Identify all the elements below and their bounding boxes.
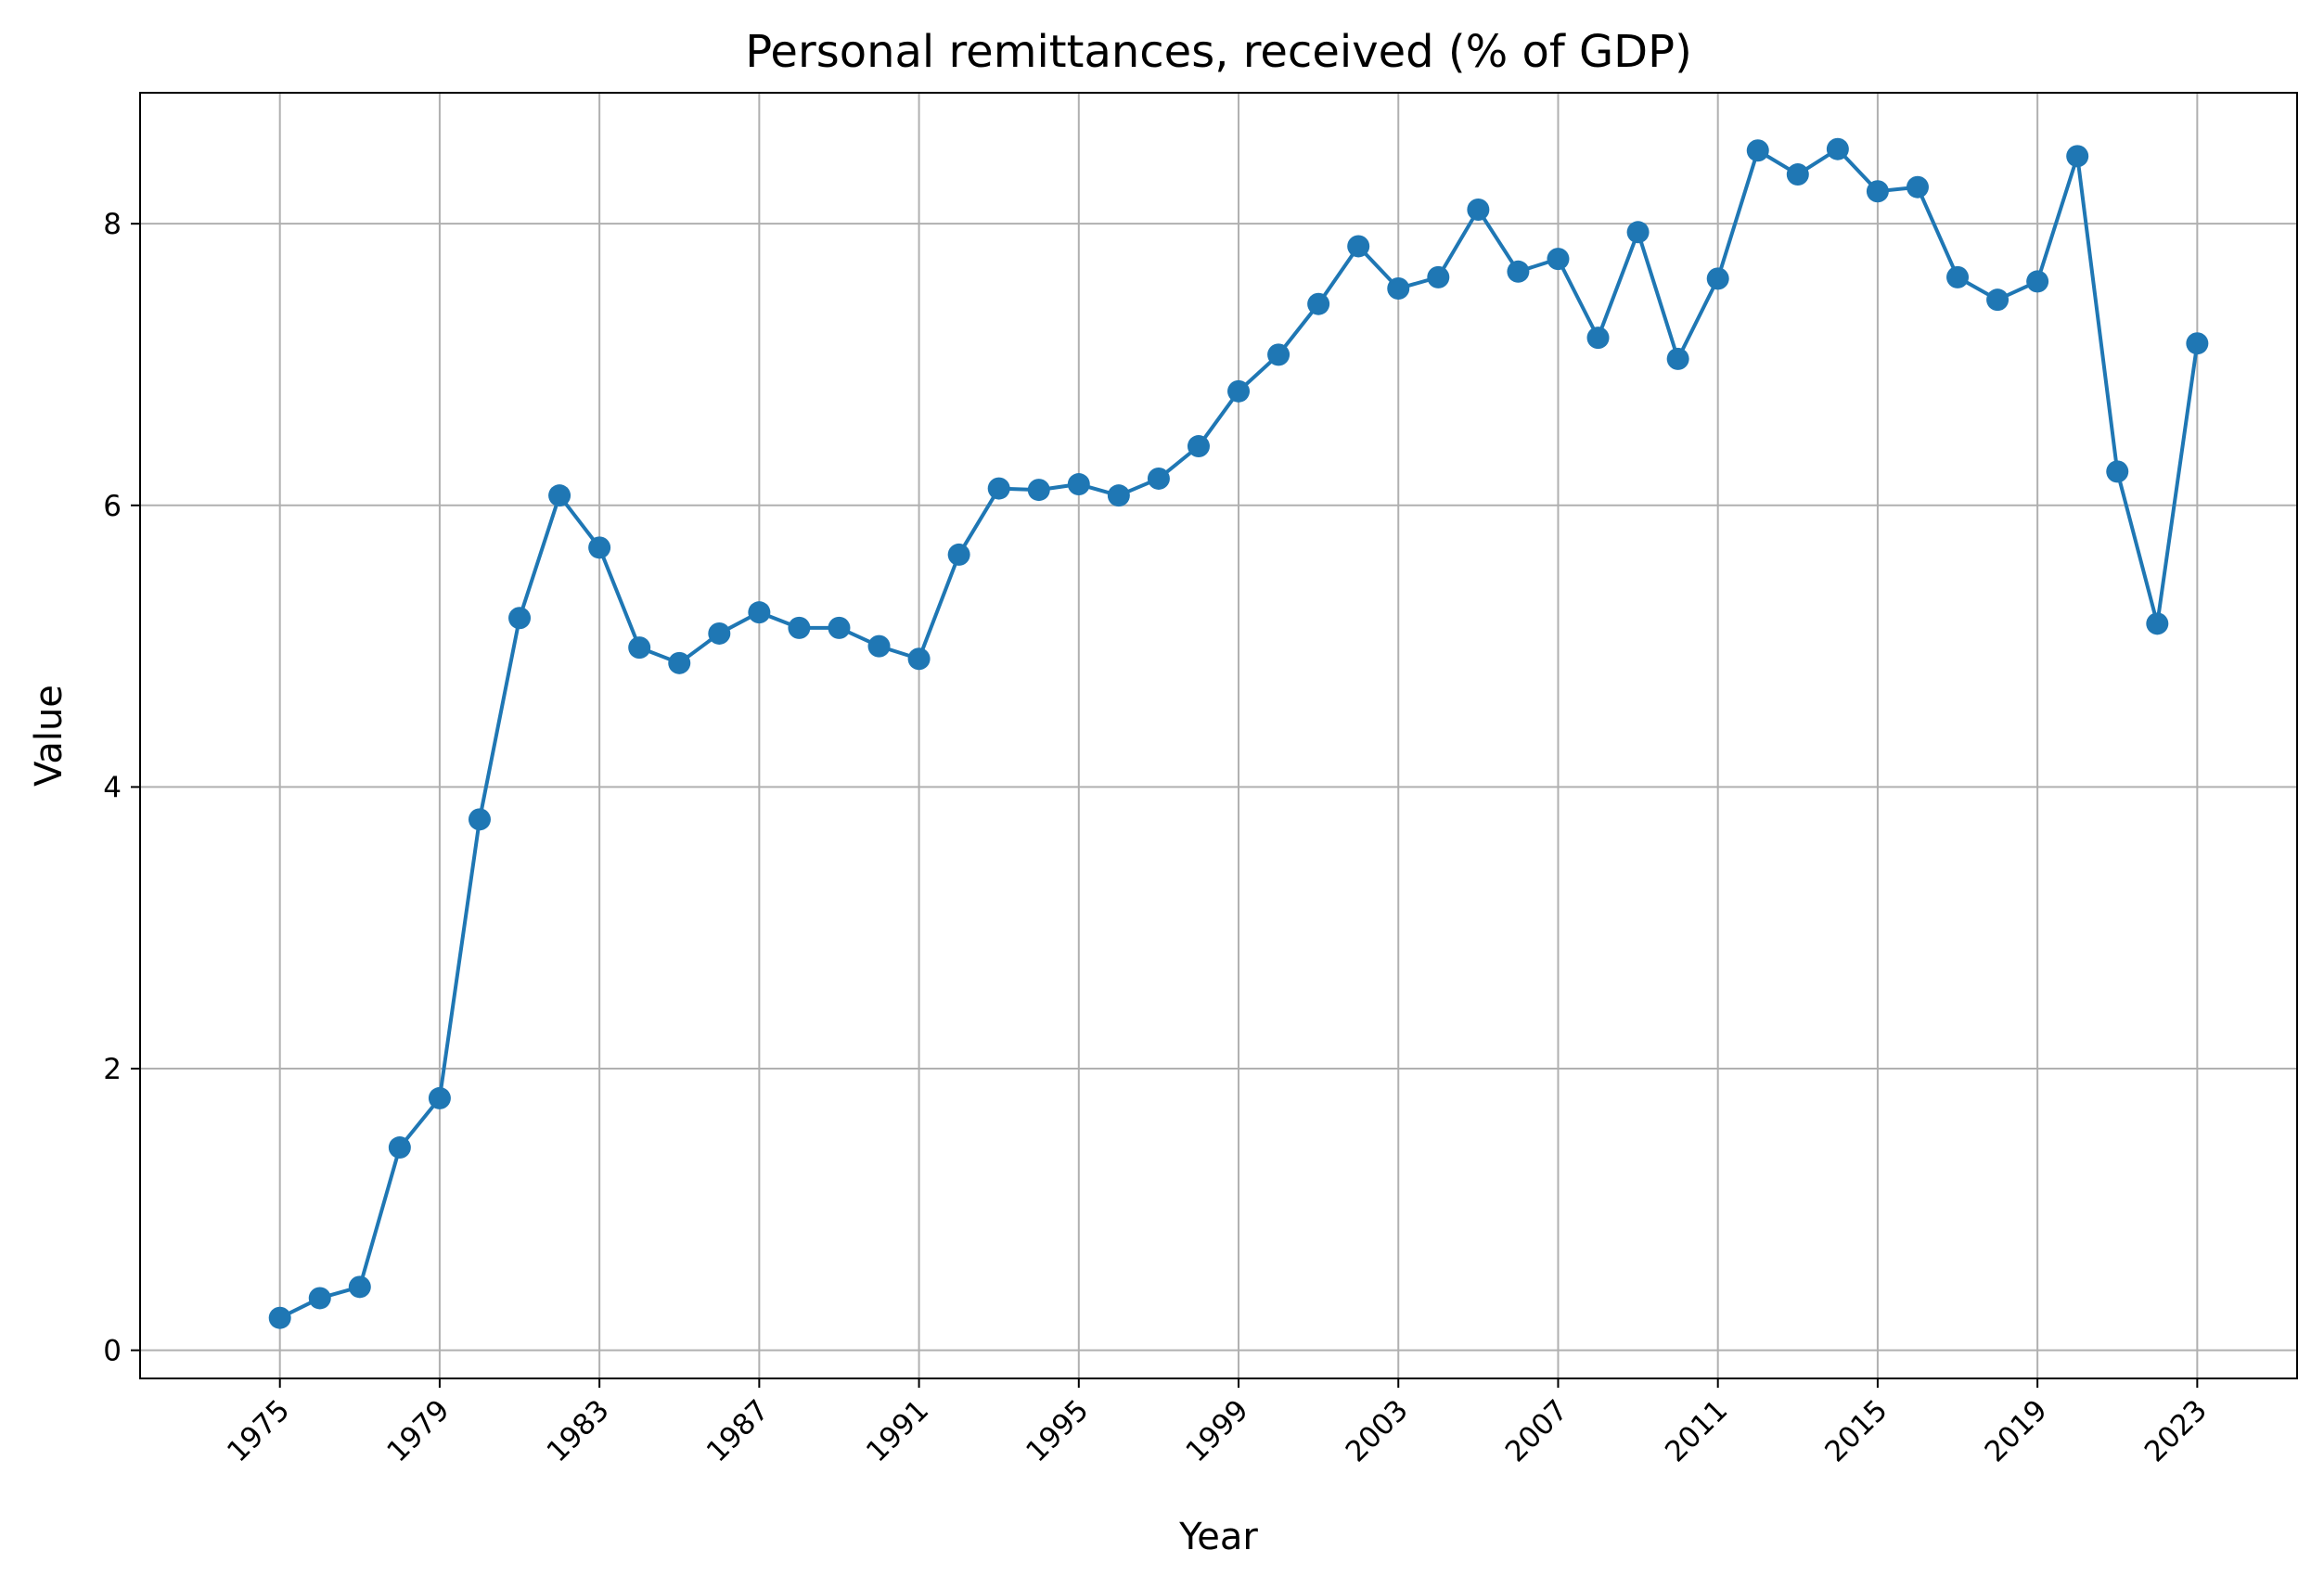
x-tick-label: 2007 [1499, 1393, 1574, 1468]
data-point [788, 616, 811, 639]
data-point [1666, 347, 1689, 370]
x-tick-label: 1999 [1179, 1393, 1254, 1468]
data-point [708, 622, 731, 645]
data-point [1866, 180, 1889, 203]
data-point [388, 1136, 411, 1160]
data-point [1027, 479, 1050, 502]
data-point [1547, 248, 1570, 271]
data-point [1946, 265, 1970, 288]
chart-title: Personal remittances, received (% of GDP… [745, 26, 1692, 78]
data-point [1706, 267, 1729, 290]
data-point [1586, 327, 1610, 350]
data-point [1347, 235, 1370, 258]
data-point [2186, 332, 2209, 355]
y-tick-label: 0 [103, 1335, 122, 1368]
x-axis-title: Year [1178, 1516, 1258, 1558]
y-axis-ticks: 0 2 4 6 8 [103, 208, 140, 1368]
data-point [1906, 175, 1929, 199]
data-point [2106, 460, 2129, 483]
data-point [1267, 343, 1290, 366]
x-tick-label: 1987 [700, 1393, 776, 1468]
x-tick-label: 2023 [2138, 1393, 2214, 1468]
x-tick-label: 1983 [541, 1393, 616, 1468]
y-tick-label: 6 [103, 490, 122, 523]
data-point [1427, 265, 1450, 288]
data-point [1746, 139, 1769, 162]
data-point [1107, 484, 1130, 507]
x-tick-label: 1991 [860, 1393, 935, 1468]
data-point [987, 477, 1010, 500]
data-point [947, 543, 970, 566]
plot-frame [139, 92, 2298, 1379]
x-tick-label: 1979 [380, 1393, 456, 1468]
data-point [1507, 260, 1530, 283]
data-point [907, 647, 931, 671]
data-point [828, 616, 851, 639]
data-point [348, 1275, 371, 1299]
data-point [508, 607, 532, 630]
y-tick-label: 8 [103, 208, 122, 241]
data-point [1307, 292, 1330, 315]
series-layer [268, 137, 2209, 1329]
data-point [1626, 221, 1650, 244]
data-point [1986, 288, 2009, 312]
y-axis-title: Value [28, 685, 71, 787]
data-point [468, 808, 491, 831]
data-point [548, 484, 571, 507]
data-point [268, 1306, 291, 1329]
data-point [1147, 467, 1170, 490]
grid [140, 93, 2297, 1378]
data-point [1826, 137, 1849, 160]
data-point [748, 601, 771, 624]
data-point [867, 634, 891, 658]
x-tick-label: 1975 [221, 1393, 296, 1468]
y-tick-label: 2 [103, 1053, 122, 1086]
x-tick-label: 2011 [1659, 1393, 1734, 1468]
data-point [2066, 145, 2089, 168]
data-point [628, 636, 651, 660]
x-tick-label: 1995 [1020, 1393, 1095, 1468]
data-point [1067, 473, 1090, 496]
x-tick-label: 2003 [1340, 1393, 1415, 1468]
data-point [428, 1086, 451, 1109]
data-point [1387, 277, 1410, 301]
x-tick-label: 2019 [1979, 1393, 2054, 1468]
data-point [668, 651, 691, 674]
data-point [1227, 379, 1251, 403]
data-point [2146, 612, 2169, 635]
x-tick-label: 2015 [1818, 1393, 1894, 1468]
data-point [2026, 270, 2049, 293]
x-axis-ticks: 1975 1979 1983 1987 1991 1995 1999 2003 2007 2011… [221, 1378, 2214, 1468]
data-point [588, 536, 611, 559]
data-point [1187, 435, 1210, 458]
data-point [1467, 199, 1490, 221]
data-point [1786, 163, 1809, 186]
data-point [308, 1287, 331, 1310]
y-tick-label: 4 [103, 771, 122, 804]
